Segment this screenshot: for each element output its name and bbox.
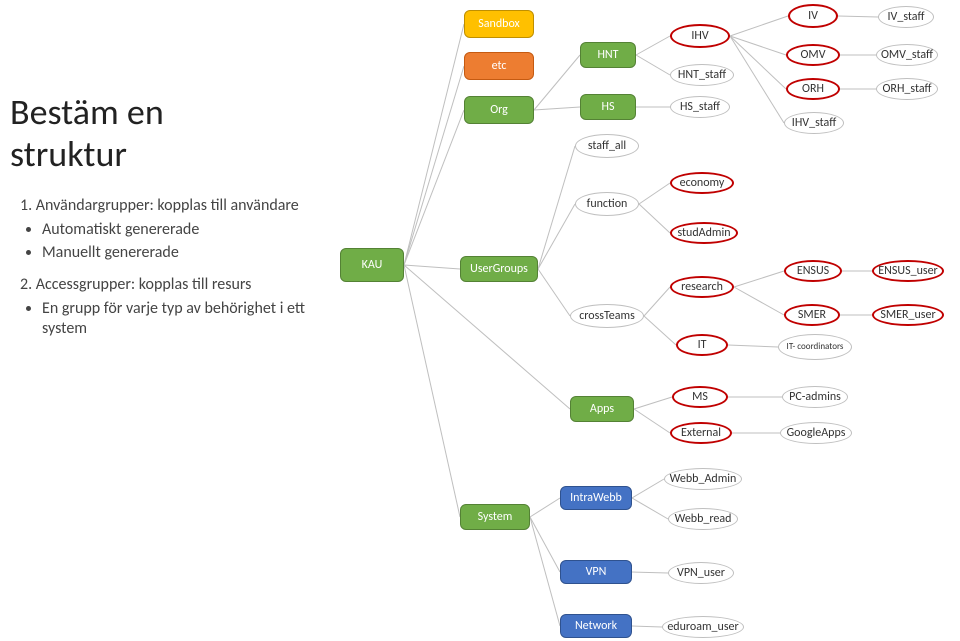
- diagram-canvas: { "title_line1":"Bestäm en", "title_line…: [0, 0, 960, 641]
- node-hnt: HNT: [580, 42, 636, 68]
- node-hs_staff: HS_staff: [670, 96, 730, 118]
- node-googleapps: GoogleApps: [780, 422, 852, 444]
- page-title-line2: struktur: [10, 132, 127, 176]
- node-webb_read: Webb_read: [668, 508, 738, 530]
- node-vpn: VPN: [560, 560, 632, 584]
- node-network: Network: [560, 614, 632, 638]
- node-usergroups: UserGroups: [460, 256, 538, 282]
- node-smer: SMER: [784, 304, 840, 326]
- node-sandbox: Sandbox: [464, 10, 534, 38]
- list-item-1a: Automatiskt genererade: [42, 220, 320, 240]
- list-item-1b: Manuellt genererade: [42, 243, 320, 263]
- node-omv_staff: OMV_staff: [876, 44, 938, 66]
- node-hs: HS: [580, 94, 636, 120]
- node-omv: OMV: [786, 44, 840, 66]
- node-ensus_user: ENSUS_user: [872, 260, 944, 282]
- node-etc: etc: [464, 52, 534, 80]
- node-intrawebb: IntraWebb: [560, 486, 632, 510]
- list-item-2a: En grupp för varje typ av behörighet i e…: [42, 299, 320, 339]
- node-apps: Apps: [570, 396, 634, 422]
- node-ms: MS: [672, 386, 728, 408]
- page-title-line1: Bestäm en: [10, 90, 164, 134]
- node-iv_staff: IV_staff: [878, 6, 934, 28]
- node-itcoord: IT- coordinators: [778, 334, 852, 360]
- node-iv: IV: [788, 4, 838, 28]
- node-orh: ORH: [786, 78, 840, 100]
- node-eduroam_user: eduroam_user: [662, 616, 744, 638]
- node-function: function: [575, 192, 639, 216]
- node-crossteams: crossTeams: [570, 304, 644, 328]
- node-hnt_staff: HNT_staff: [670, 64, 734, 86]
- node-external: External: [670, 422, 732, 444]
- node-ihv_staff: IHV_staff: [784, 112, 844, 134]
- node-org: Org: [464, 96, 534, 124]
- node-research: research: [670, 276, 734, 298]
- node-system: System: [460, 504, 530, 530]
- node-economy: economy: [670, 172, 734, 194]
- node-webb_admin: Webb_Admin: [664, 468, 742, 490]
- node-ensus: ENSUS: [784, 260, 842, 282]
- node-kau: KAU: [340, 248, 404, 282]
- list-item-1: 1. Användargrupper: kopplas till använda…: [20, 196, 320, 216]
- text-block: 1. Användargrupper: kopplas till använda…: [20, 190, 320, 351]
- node-smer_user: SMER_user: [872, 304, 944, 326]
- node-orh_staff: ORH_staff: [876, 78, 938, 100]
- node-ihv: IHV: [670, 24, 730, 48]
- node-studadmin: studAdmin: [670, 222, 738, 244]
- node-staff_all: staff_all: [575, 134, 639, 158]
- node-vpn_user: VPN_user: [668, 562, 734, 584]
- list-item-2: 2. Accessgrupper: kopplas till resurs: [20, 275, 320, 295]
- node-pcadmins: PC-admins: [782, 386, 848, 408]
- node-it: IT: [676, 334, 728, 356]
